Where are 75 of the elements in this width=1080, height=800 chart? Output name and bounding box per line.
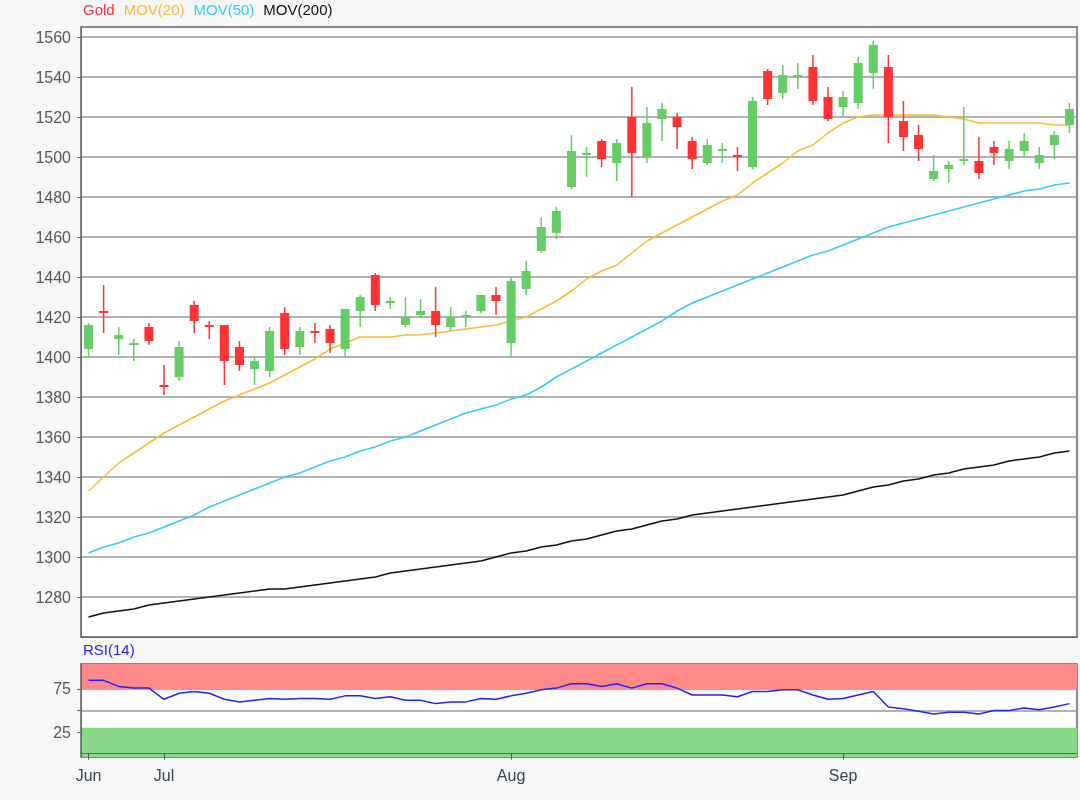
candlestick bbox=[702, 138, 712, 166]
y-tick-label: 25 bbox=[53, 723, 72, 741]
y-tick-label: 1460 bbox=[35, 228, 72, 246]
y-tick-label: 75 bbox=[53, 680, 72, 698]
candlestick bbox=[1049, 130, 1059, 160]
candlestick bbox=[717, 142, 727, 164]
series-label: RSI(14) bbox=[83, 641, 135, 658]
candlestick bbox=[793, 62, 803, 90]
candlestick bbox=[159, 364, 169, 396]
y-tick-label: 1420 bbox=[35, 308, 72, 326]
candlestick bbox=[823, 86, 833, 122]
text: MOV(200) bbox=[263, 1, 333, 18]
candlestick bbox=[1064, 102, 1074, 134]
text: MOV(20) bbox=[123, 1, 185, 18]
y-tick-label: 1380 bbox=[35, 388, 72, 406]
candlestick bbox=[310, 322, 320, 344]
candlestick bbox=[898, 100, 908, 152]
candlestick bbox=[295, 326, 305, 356]
y-tick-label: 1540 bbox=[35, 68, 72, 86]
y-tick-label: 1560 bbox=[35, 28, 72, 46]
candlestick bbox=[914, 124, 924, 162]
line-series bbox=[87, 679, 1071, 715]
candlestick bbox=[838, 90, 848, 118]
candlestick bbox=[446, 306, 456, 332]
candlestick bbox=[355, 294, 365, 328]
candlestick bbox=[929, 154, 939, 182]
candlestick bbox=[189, 300, 199, 334]
y-tick-label: 1360 bbox=[35, 428, 72, 446]
x-tick-label: Sep bbox=[828, 766, 858, 784]
y-tick-label: 1480 bbox=[35, 188, 72, 206]
candlestick bbox=[461, 310, 471, 328]
y-tick-label: 1320 bbox=[35, 508, 72, 526]
candlestick bbox=[959, 106, 969, 166]
text: Gold bbox=[83, 1, 115, 18]
candlestick bbox=[325, 324, 335, 354]
candlestick bbox=[974, 136, 984, 180]
y-tick-label: 1340 bbox=[35, 468, 72, 486]
candlestick bbox=[612, 138, 622, 182]
x-tick-label: Jun bbox=[75, 766, 102, 784]
candlestick bbox=[582, 146, 592, 178]
y-tick-label: 1500 bbox=[35, 148, 72, 166]
candlestick bbox=[129, 338, 139, 362]
candlestick bbox=[234, 340, 244, 372]
candlestick bbox=[144, 322, 154, 346]
candlestick bbox=[778, 64, 788, 100]
candlestick bbox=[1019, 132, 1029, 158]
candlestick bbox=[536, 216, 546, 254]
text: MOV(50) bbox=[193, 1, 255, 18]
candlestick bbox=[250, 356, 260, 386]
candlestick bbox=[732, 146, 742, 172]
candlestick bbox=[114, 326, 124, 356]
candlestick bbox=[989, 140, 999, 166]
candlestick bbox=[1034, 146, 1044, 170]
candlestick bbox=[431, 286, 441, 338]
line-series bbox=[87, 182, 1071, 554]
candlestick bbox=[672, 112, 682, 150]
candlestick bbox=[521, 260, 531, 296]
candlestick bbox=[1004, 140, 1014, 170]
x-tick-label: Jul bbox=[153, 766, 175, 784]
x-tick-label: Aug bbox=[496, 766, 526, 784]
y-tick-label: 1440 bbox=[35, 268, 72, 286]
candlestick bbox=[551, 206, 561, 240]
candlestick bbox=[657, 102, 667, 142]
y-tick-label: 1300 bbox=[35, 548, 72, 566]
candlestick bbox=[597, 138, 607, 168]
candlestick bbox=[400, 296, 410, 328]
candlestick bbox=[944, 160, 954, 184]
y-tick-label: 1520 bbox=[35, 108, 72, 126]
candlestick bbox=[84, 322, 94, 358]
candlestick bbox=[687, 136, 697, 170]
y-tick-label: 1280 bbox=[35, 588, 72, 606]
candlestick bbox=[491, 286, 501, 316]
line-series bbox=[87, 450, 1071, 618]
candlestick bbox=[99, 284, 109, 334]
y-tick-label: 1400 bbox=[35, 348, 72, 366]
